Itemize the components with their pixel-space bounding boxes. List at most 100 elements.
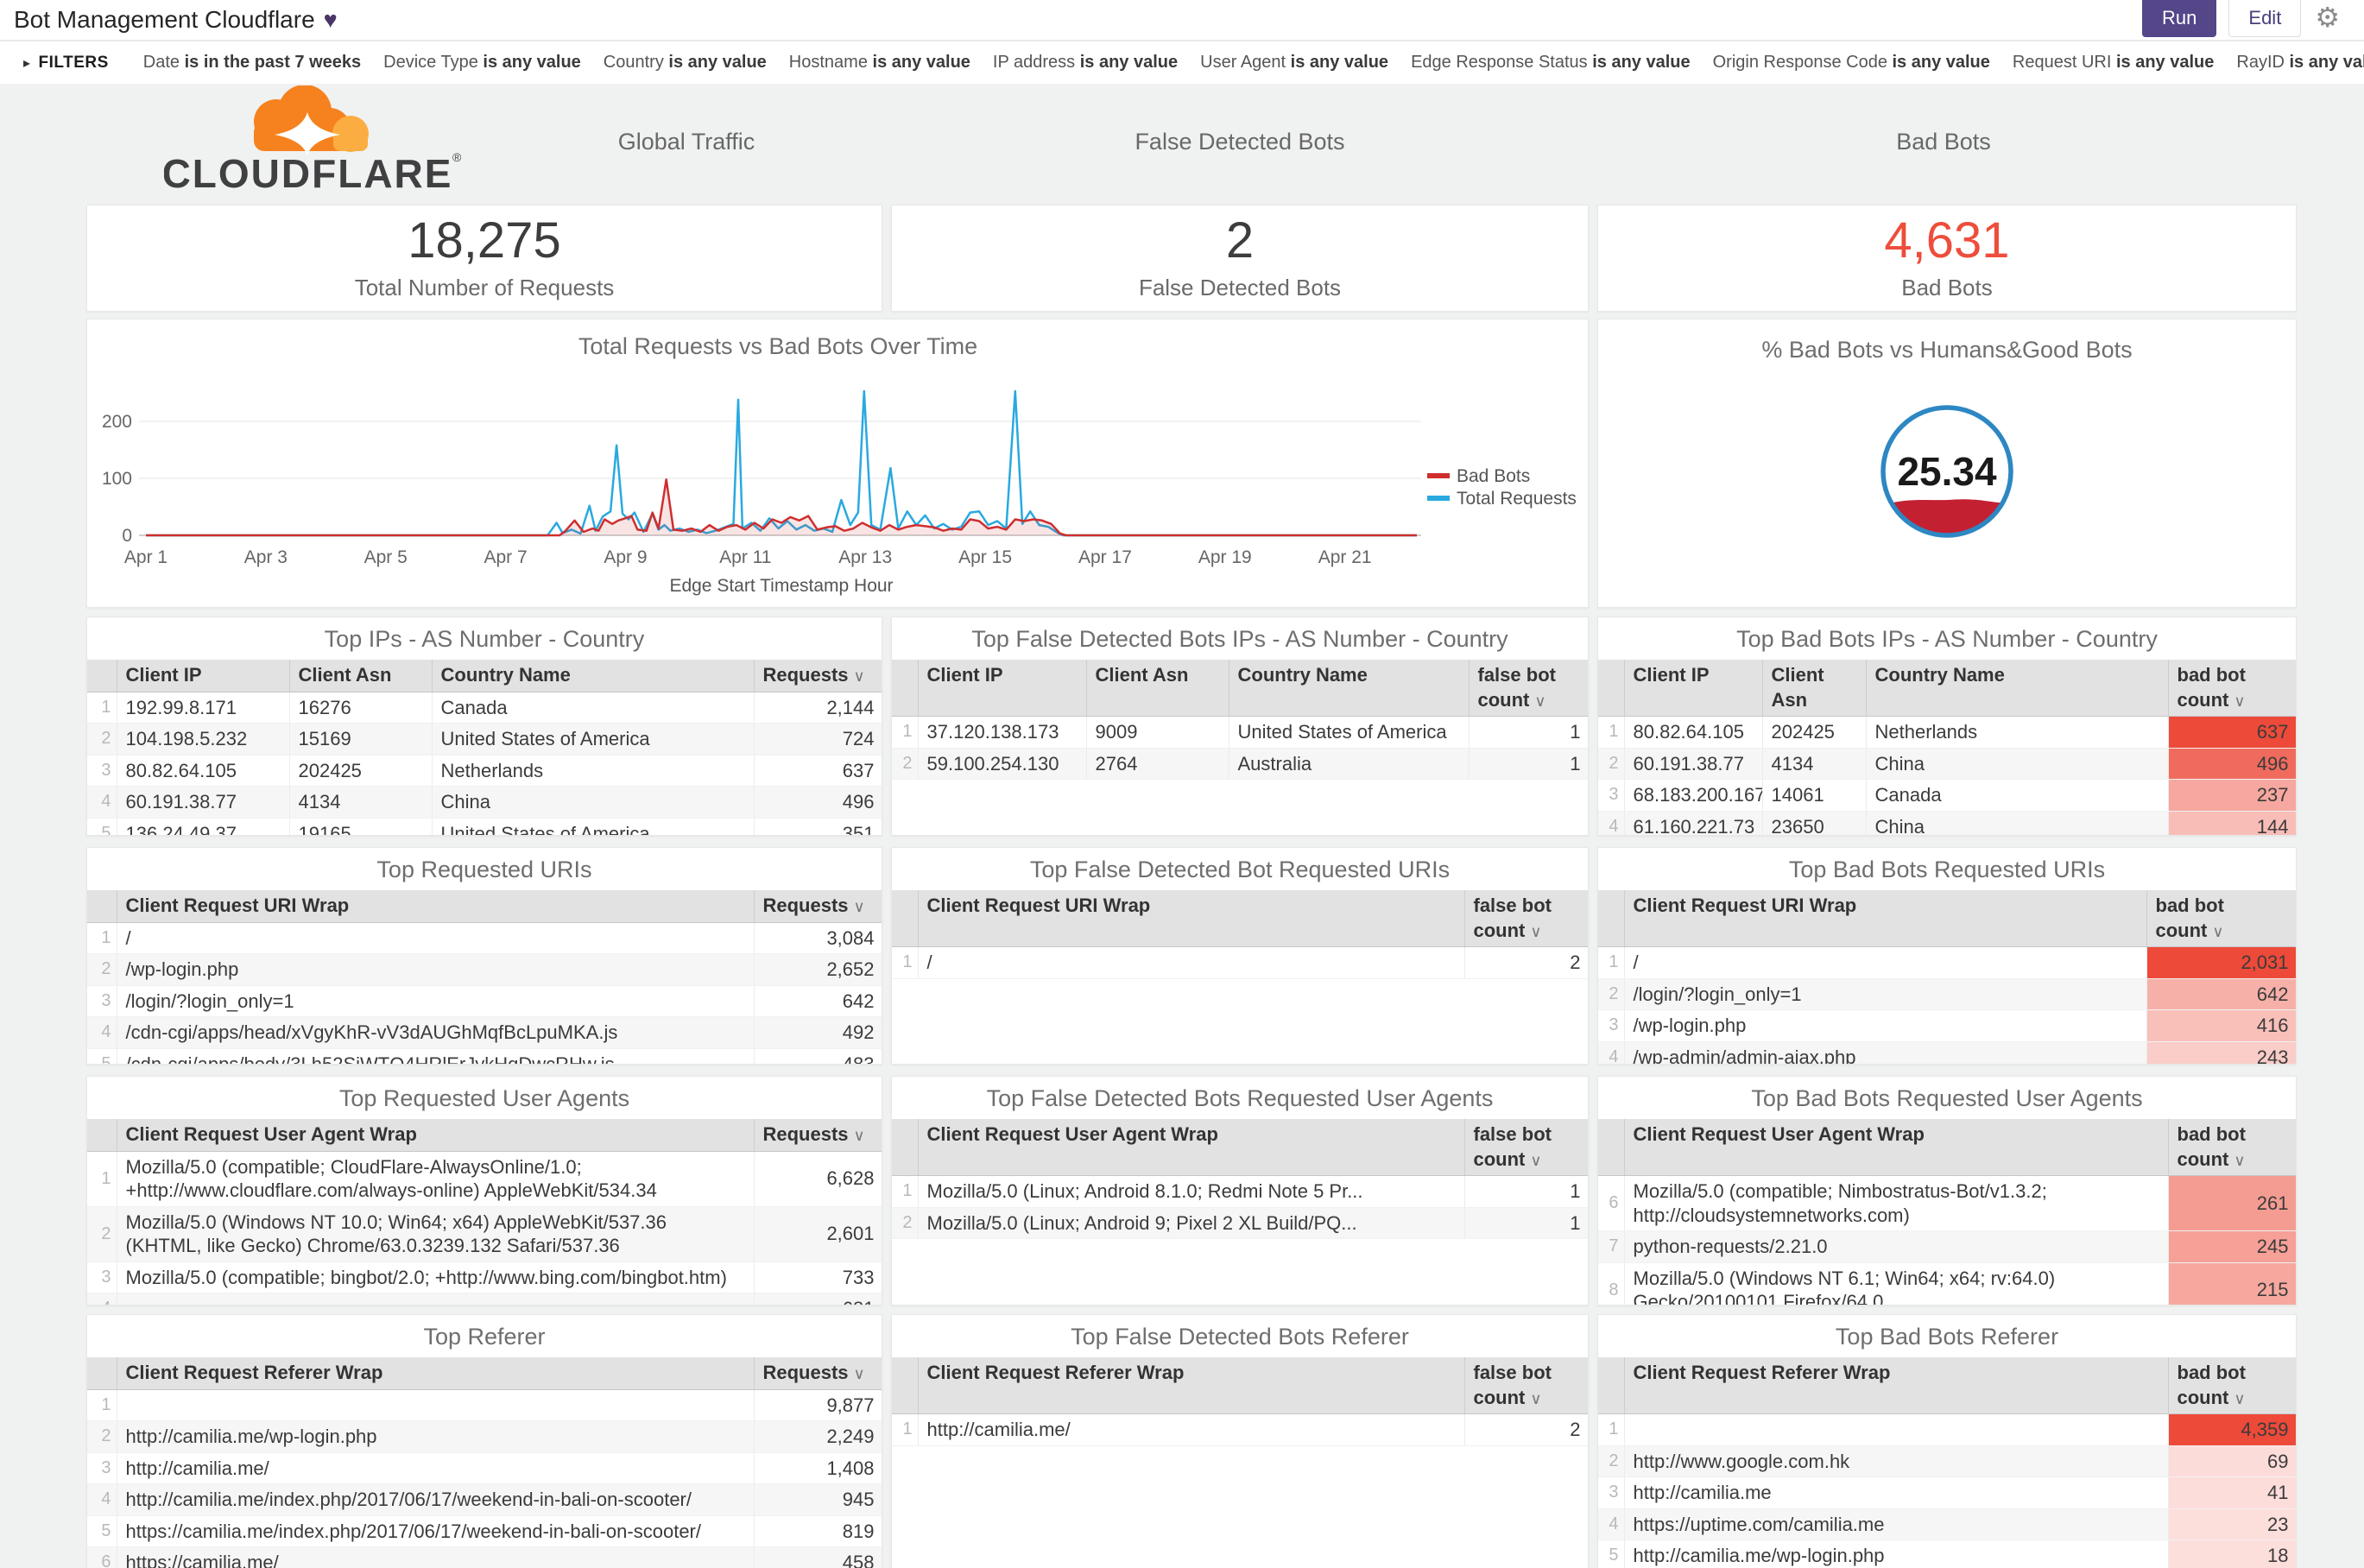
measure-cell[interactable]: 642 <box>754 985 882 1018</box>
dimension-cell[interactable]: https://uptime.com/camilia.me <box>1624 1508 2169 1541</box>
filter-item[interactable]: User Agent is any value <box>1200 53 1388 73</box>
column-header[interactable]: Client Asn <box>1086 660 1229 718</box>
dimension-cell[interactable]: /cdn-cgi/apps/body/3Lh52SjWTQ4HRlErJykHq… <box>117 1048 755 1064</box>
column-header[interactable]: bad bot count ∨ <box>2168 660 2296 718</box>
dimension-cell[interactable]: 9009 <box>1086 716 1229 749</box>
dimension-cell[interactable]: http://camilia.me/ <box>117 1452 755 1485</box>
dimension-cell[interactable]: /login/?login_only=1 <box>117 985 755 1018</box>
column-header[interactable]: Client Request User Agent Wrap <box>117 1119 755 1152</box>
dimension-cell[interactable]: Mozilla/5.0 (compatible; Nimbostratus-Bo… <box>1624 1175 2169 1232</box>
measure-cell[interactable]: 496 <box>754 786 882 819</box>
dimension-cell[interactable]: Netherlands <box>432 755 755 787</box>
dimension-cell[interactable]: Mozilla/5.0 (Linux; Android 9; Pixel 2 X… <box>918 1207 1465 1240</box>
measure-cell[interactable]: 18 <box>2168 1540 2296 1568</box>
dimension-cell[interactable]: http://camilia.me/wp-login.php <box>1624 1540 2169 1568</box>
dimension-cell[interactable]: 192.99.8.171 <box>117 692 290 724</box>
measure-cell[interactable]: 483 <box>754 1048 882 1064</box>
measure-cell[interactable]: 1 <box>1464 1207 1588 1240</box>
column-header[interactable]: Client Request URI Wrap <box>1624 890 2147 948</box>
column-header[interactable]: Requests ∨ <box>754 1119 882 1152</box>
legend-swatch[interactable] <box>1427 496 1450 501</box>
dimension-cell[interactable]: Mozilla/5.0 (Windows NT 10.0; Win64; x64… <box>117 1206 755 1262</box>
column-header[interactable]: bad bot count ∨ <box>2168 1119 2296 1177</box>
dimension-cell[interactable]: China <box>1866 748 2169 781</box>
measure-cell[interactable]: 2 <box>1464 1413 1588 1446</box>
column-header[interactable]: bad bot count ∨ <box>2168 1357 2296 1415</box>
filters-toggle[interactable]: ▸ FILTERS <box>23 53 109 72</box>
dimension-cell[interactable]: /wp-login.php <box>117 953 755 986</box>
measure-cell[interactable]: 2,144 <box>754 692 882 724</box>
dimension-cell[interactable]: https://camilia.me/ <box>117 1546 755 1568</box>
measure-cell[interactable]: 819 <box>754 1515 882 1548</box>
dimension-cell[interactable]: Netherlands <box>1866 716 2169 749</box>
legend-label[interactable]: Total Requests <box>1457 489 1577 509</box>
column-header[interactable]: Client Asn <box>1762 660 1867 718</box>
measure-cell[interactable]: 733 <box>754 1261 882 1294</box>
column-header[interactable]: Client IP <box>1624 660 1763 718</box>
dimension-cell[interactable]: 60.191.38.77 <box>117 786 290 819</box>
measure-cell[interactable]: 4,359 <box>2168 1413 2296 1446</box>
dimension-cell[interactable]: /wp-admin/admin-ajax.php <box>1624 1041 2147 1064</box>
filter-item[interactable]: Edge Response Status is any value <box>1411 53 1691 73</box>
dimension-cell[interactable]: python-requests/2.21.0 <box>1624 1230 2169 1263</box>
legend-swatch[interactable] <box>1427 473 1450 478</box>
measure-cell[interactable]: 1 <box>1469 748 1588 781</box>
measure-cell[interactable]: 724 <box>754 723 882 756</box>
dimension-cell[interactable]: China <box>432 786 755 819</box>
dimension-cell[interactable]: United States of America <box>432 818 755 835</box>
filter-item[interactable]: Hostname is any value <box>789 53 970 73</box>
measure-cell[interactable]: 9,877 <box>754 1389 882 1422</box>
dimension-cell[interactable] <box>1624 1413 2169 1446</box>
measure-cell[interactable]: 245 <box>2168 1230 2296 1263</box>
dimension-cell[interactable]: /cdn-cgi/apps/head/xVgyKhR-vV3dAUGhMqfBc… <box>117 1016 755 1049</box>
dimension-cell[interactable]: 80.82.64.105 <box>117 755 290 787</box>
dimension-cell[interactable]: 136.24.49.37 <box>117 818 290 835</box>
dimension-cell[interactable]: Mozilla/5.0 (Windows NT 6.1; Win64; x64;… <box>1624 1262 2169 1305</box>
measure-cell[interactable]: 458 <box>754 1546 882 1568</box>
measure-cell[interactable]: 3,084 <box>754 922 882 955</box>
measure-cell[interactable]: 492 <box>754 1016 882 1049</box>
measure-cell[interactable]: 1 <box>1469 716 1588 749</box>
column-header[interactable]: Client Request Referer Wrap <box>1624 1357 2169 1415</box>
column-header[interactable]: false bot count ∨ <box>1464 1357 1588 1415</box>
measure-cell[interactable]: 6,628 <box>754 1151 882 1207</box>
column-header[interactable]: false bot count ∨ <box>1464 1119 1588 1177</box>
column-header[interactable]: Country Name <box>1229 660 1470 718</box>
measure-cell[interactable]: 1,408 <box>754 1452 882 1485</box>
dimension-cell[interactable]: https://camilia.me/index.php/2017/06/17/… <box>117 1515 755 1548</box>
filter-item[interactable]: Device Type is any value <box>383 53 581 73</box>
column-header[interactable]: false bot count ∨ <box>1469 660 1588 718</box>
dimension-cell[interactable]: China <box>1866 811 2169 835</box>
filter-item[interactable]: Date is in the past 7 weeks <box>143 53 361 73</box>
measure-cell[interactable]: 945 <box>754 1483 882 1516</box>
gear-icon[interactable]: ⚙ <box>2315 2 2340 33</box>
column-header[interactable]: Client Request URI Wrap <box>918 890 1465 948</box>
dimension-cell[interactable]: 37.120.138.173 <box>918 716 1087 749</box>
column-header[interactable]: Client Request URI Wrap <box>117 890 755 923</box>
dimension-cell[interactable]: / <box>117 922 755 955</box>
dimension-cell[interactable]: /wp-login.php <box>1624 1009 2147 1042</box>
measure-cell[interactable]: 2,652 <box>754 953 882 986</box>
dimension-cell[interactable]: 80.82.64.105 <box>1624 716 1763 749</box>
column-header[interactable]: Country Name <box>1866 660 2169 718</box>
column-header[interactable]: Client Request Referer Wrap <box>117 1357 755 1390</box>
edit-button[interactable]: Edit <box>2228 0 2302 37</box>
measure-cell[interactable]: 416 <box>2146 1009 2296 1042</box>
measure-cell[interactable]: 69 <box>2168 1445 2296 1478</box>
dimension-cell[interactable]: Mozilla/5.0 (compatible; bingbot/2.0; +h… <box>117 1261 755 1294</box>
run-button[interactable]: Run <box>2142 0 2217 37</box>
measure-cell[interactable]: 2,249 <box>754 1420 882 1453</box>
measure-cell[interactable]: 23 <box>2168 1508 2296 1541</box>
column-header[interactable]: bad bot count ∨ <box>2146 890 2296 948</box>
dimension-cell[interactable]: 15169 <box>289 723 433 756</box>
dimension-cell[interactable]: 19165 <box>289 818 433 835</box>
measure-cell[interactable]: 41 <box>2168 1476 2296 1509</box>
dimension-cell[interactable]: http://camilia.me/wp-login.php <box>117 1420 755 1453</box>
dimension-cell[interactable]: United States of America <box>1229 716 1470 749</box>
column-header[interactable]: Client Request User Agent Wrap <box>1624 1119 2169 1177</box>
dimension-cell[interactable]: 4134 <box>289 786 433 819</box>
column-header[interactable]: Requests ∨ <box>754 660 882 692</box>
measure-cell[interactable]: 237 <box>2168 779 2296 812</box>
measure-cell[interactable]: 215 <box>2168 1262 2296 1305</box>
dimension-cell[interactable]: 202425 <box>1762 716 1867 749</box>
